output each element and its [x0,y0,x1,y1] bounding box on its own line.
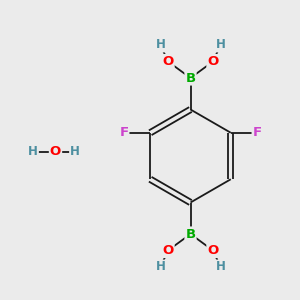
Text: H: H [216,260,225,274]
Text: B: B [185,71,196,85]
Text: H: H [70,145,80,158]
Text: O: O [162,244,174,257]
Text: O: O [207,244,219,257]
Text: H: H [28,145,38,158]
Text: O: O [50,145,61,158]
Text: O: O [207,55,219,68]
Text: H: H [156,260,165,274]
Text: H: H [216,38,225,52]
Text: F: F [119,126,128,139]
Text: O: O [162,55,174,68]
Text: F: F [253,126,262,139]
Text: H: H [156,38,165,52]
Text: B: B [185,227,196,241]
